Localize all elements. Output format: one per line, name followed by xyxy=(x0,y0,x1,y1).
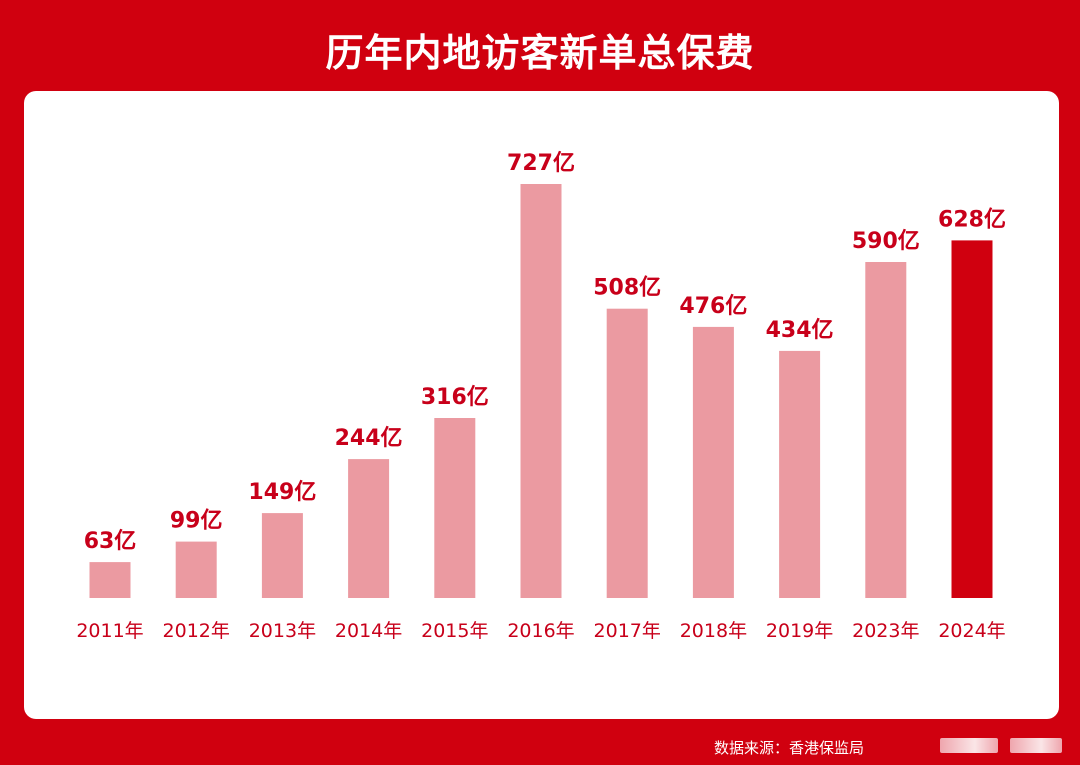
bar-2024年 xyxy=(951,240,993,598)
bar-2017年 xyxy=(606,308,648,598)
bar-2018年 xyxy=(692,326,734,598)
watermark-blur xyxy=(1010,738,1062,753)
data-source: 数据来源：香港保监局 xyxy=(713,739,864,757)
data-label: 99亿 xyxy=(170,509,223,534)
bar-2014年 xyxy=(348,459,390,598)
bar-2023年 xyxy=(865,262,907,598)
x-tick-label: 2015年 xyxy=(421,620,488,642)
data-label: 244亿 xyxy=(335,426,403,451)
bar-2013年 xyxy=(261,513,303,598)
x-tick-label: 2024年 xyxy=(938,620,1005,642)
x-tick-label: 2017年 xyxy=(594,620,661,642)
data-label: 590亿 xyxy=(852,229,920,254)
x-tick-label: 2016年 xyxy=(507,620,574,642)
x-tick-label: 2014年 xyxy=(335,620,402,642)
data-label: 508亿 xyxy=(593,276,661,301)
data-label: 628亿 xyxy=(938,207,1006,232)
bar-2015年 xyxy=(434,418,476,598)
x-tick-label: 2018年 xyxy=(680,620,747,642)
x-tick-label: 2019年 xyxy=(766,620,833,642)
bar-2019年 xyxy=(779,350,821,598)
data-label: 476亿 xyxy=(679,294,747,319)
bar-2016年 xyxy=(520,184,562,598)
x-tick-label: 2023年 xyxy=(852,620,919,642)
data-label: 316亿 xyxy=(421,385,489,410)
data-label: 63亿 xyxy=(84,529,137,554)
data-label: 434亿 xyxy=(766,318,834,343)
bar-2012年 xyxy=(175,541,217,598)
bar-2011年 xyxy=(89,562,131,598)
watermark-blur xyxy=(940,738,998,753)
x-tick-label: 2012年 xyxy=(163,620,230,642)
x-tick-label: 2013年 xyxy=(249,620,316,642)
x-tick-label: 2011年 xyxy=(76,620,143,642)
data-label: 727亿 xyxy=(507,151,575,176)
chart-title: 历年内地访客新单总保费 xyxy=(325,31,755,75)
data-label: 149亿 xyxy=(248,480,316,505)
